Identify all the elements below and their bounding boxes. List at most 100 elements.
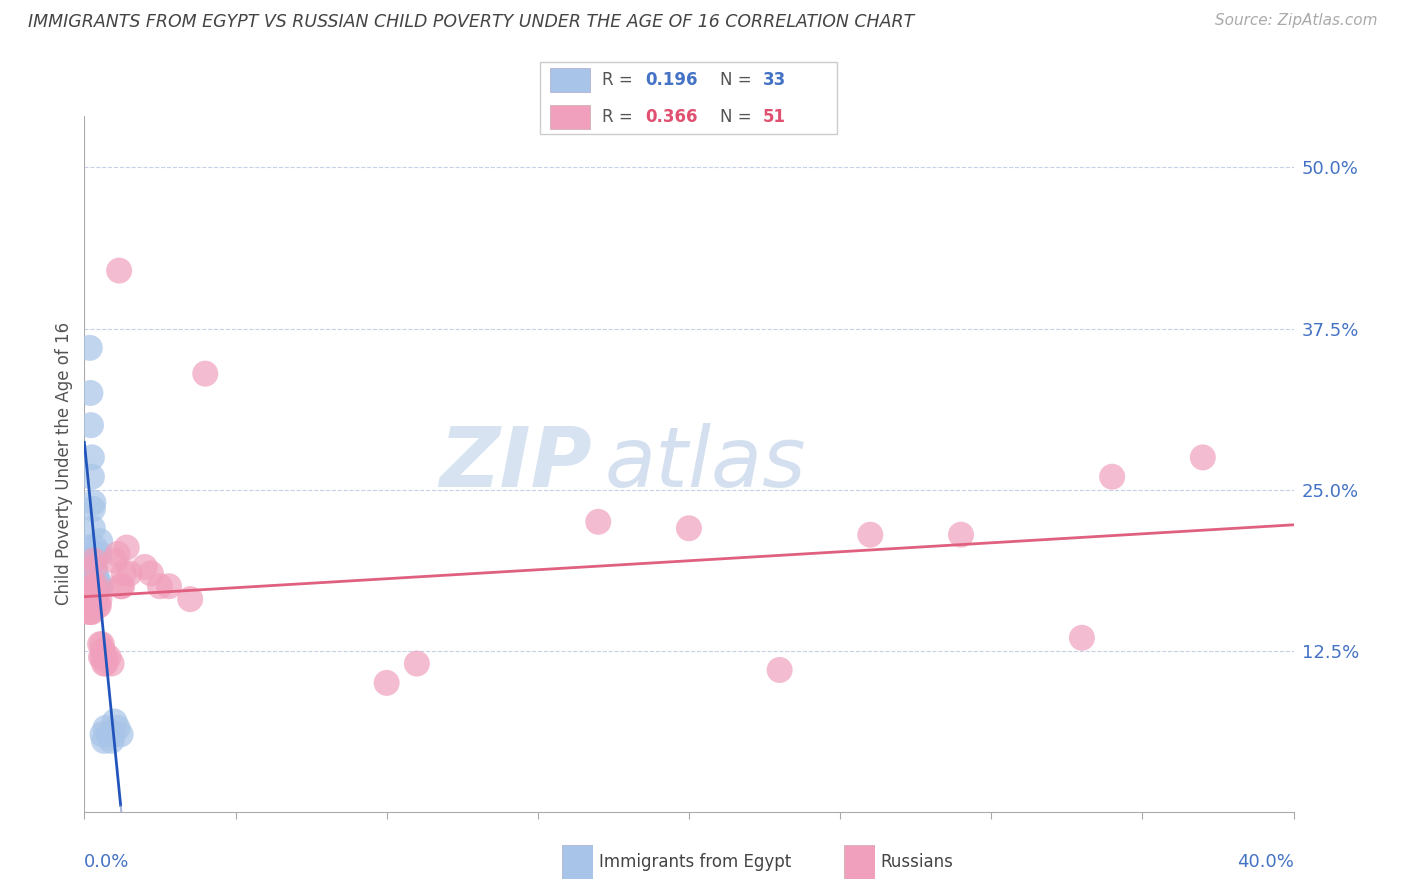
- Point: [89, 637, 111, 651]
- Point: [87, 573, 110, 587]
- Point: [108, 263, 131, 277]
- Point: [104, 553, 127, 567]
- Point: [149, 579, 172, 593]
- Point: [86, 579, 108, 593]
- Point: [107, 547, 129, 561]
- Point: [107, 721, 129, 735]
- Point: [100, 657, 122, 671]
- Point: [79, 341, 101, 355]
- Point: [87, 599, 110, 613]
- Point: [77, 553, 100, 567]
- Point: [79, 585, 101, 599]
- Point: [84, 566, 107, 581]
- Point: [115, 541, 138, 555]
- Point: [94, 657, 117, 671]
- Point: [82, 592, 104, 607]
- Point: [77, 579, 100, 593]
- Text: N =: N =: [720, 108, 756, 126]
- Point: [950, 527, 973, 541]
- Point: [80, 418, 103, 433]
- Point: [1071, 631, 1094, 645]
- Point: [139, 566, 162, 581]
- Point: [90, 637, 112, 651]
- Point: [82, 502, 104, 516]
- Point: [84, 560, 107, 574]
- Text: Russians: Russians: [880, 853, 953, 871]
- Bar: [550, 68, 591, 92]
- Point: [100, 734, 122, 748]
- Point: [79, 605, 101, 619]
- Point: [94, 721, 117, 735]
- Point: [82, 579, 104, 593]
- Point: [94, 650, 117, 665]
- Point: [76, 541, 98, 555]
- Point: [93, 734, 115, 748]
- Point: [87, 579, 110, 593]
- Point: [678, 521, 700, 535]
- Point: [83, 553, 105, 567]
- Point: [89, 592, 111, 607]
- Point: [157, 579, 180, 593]
- Text: N =: N =: [720, 70, 756, 88]
- Point: [84, 592, 107, 607]
- Text: Immigrants from Egypt: Immigrants from Egypt: [599, 853, 792, 871]
- Point: [588, 515, 610, 529]
- Point: [86, 573, 108, 587]
- Point: [80, 450, 103, 465]
- Point: [406, 657, 429, 671]
- Point: [82, 547, 104, 561]
- Point: [104, 714, 127, 729]
- Point: [111, 579, 134, 593]
- Bar: [550, 104, 591, 128]
- Point: [1101, 469, 1123, 483]
- Point: [91, 727, 114, 741]
- Text: R =: R =: [602, 108, 638, 126]
- Point: [118, 566, 141, 581]
- Text: 0.0%: 0.0%: [84, 854, 129, 871]
- Point: [82, 521, 104, 535]
- Text: IMMIGRANTS FROM EGYPT VS RUSSIAN CHILD POVERTY UNDER THE AGE OF 16 CORRELATION C: IMMIGRANTS FROM EGYPT VS RUSSIAN CHILD P…: [28, 13, 914, 31]
- Text: 0.196: 0.196: [645, 70, 699, 88]
- Point: [84, 553, 107, 567]
- Text: R =: R =: [602, 70, 638, 88]
- Text: atlas: atlas: [605, 424, 806, 504]
- Point: [83, 553, 105, 567]
- Point: [194, 367, 217, 381]
- FancyBboxPatch shape: [540, 62, 838, 134]
- Point: [80, 599, 103, 613]
- Point: [82, 579, 104, 593]
- Point: [93, 657, 115, 671]
- Point: [86, 579, 108, 593]
- Point: [89, 534, 111, 549]
- Point: [179, 592, 201, 607]
- Point: [112, 566, 135, 581]
- Point: [90, 650, 112, 665]
- Point: [79, 386, 101, 401]
- Point: [859, 527, 882, 541]
- Point: [101, 727, 124, 741]
- Point: [134, 560, 156, 574]
- Text: 40.0%: 40.0%: [1237, 854, 1294, 871]
- Point: [97, 650, 120, 665]
- Point: [77, 605, 100, 619]
- Point: [91, 650, 114, 665]
- Point: [769, 663, 792, 677]
- Point: [80, 469, 103, 483]
- Point: [80, 605, 103, 619]
- Y-axis label: Child Poverty Under the Age of 16: Child Poverty Under the Age of 16: [55, 322, 73, 606]
- Text: ZIP: ZIP: [440, 424, 592, 504]
- Text: 0.366: 0.366: [645, 108, 699, 126]
- Text: Source: ZipAtlas.com: Source: ZipAtlas.com: [1215, 13, 1378, 29]
- Point: [1191, 450, 1213, 465]
- Point: [89, 547, 111, 561]
- Point: [82, 495, 104, 509]
- Point: [91, 643, 114, 657]
- Point: [110, 579, 132, 593]
- Point: [110, 727, 132, 741]
- Point: [87, 599, 110, 613]
- Point: [97, 727, 120, 741]
- Text: 33: 33: [763, 70, 786, 88]
- Point: [76, 599, 98, 613]
- Point: [84, 541, 107, 555]
- Point: [90, 579, 112, 593]
